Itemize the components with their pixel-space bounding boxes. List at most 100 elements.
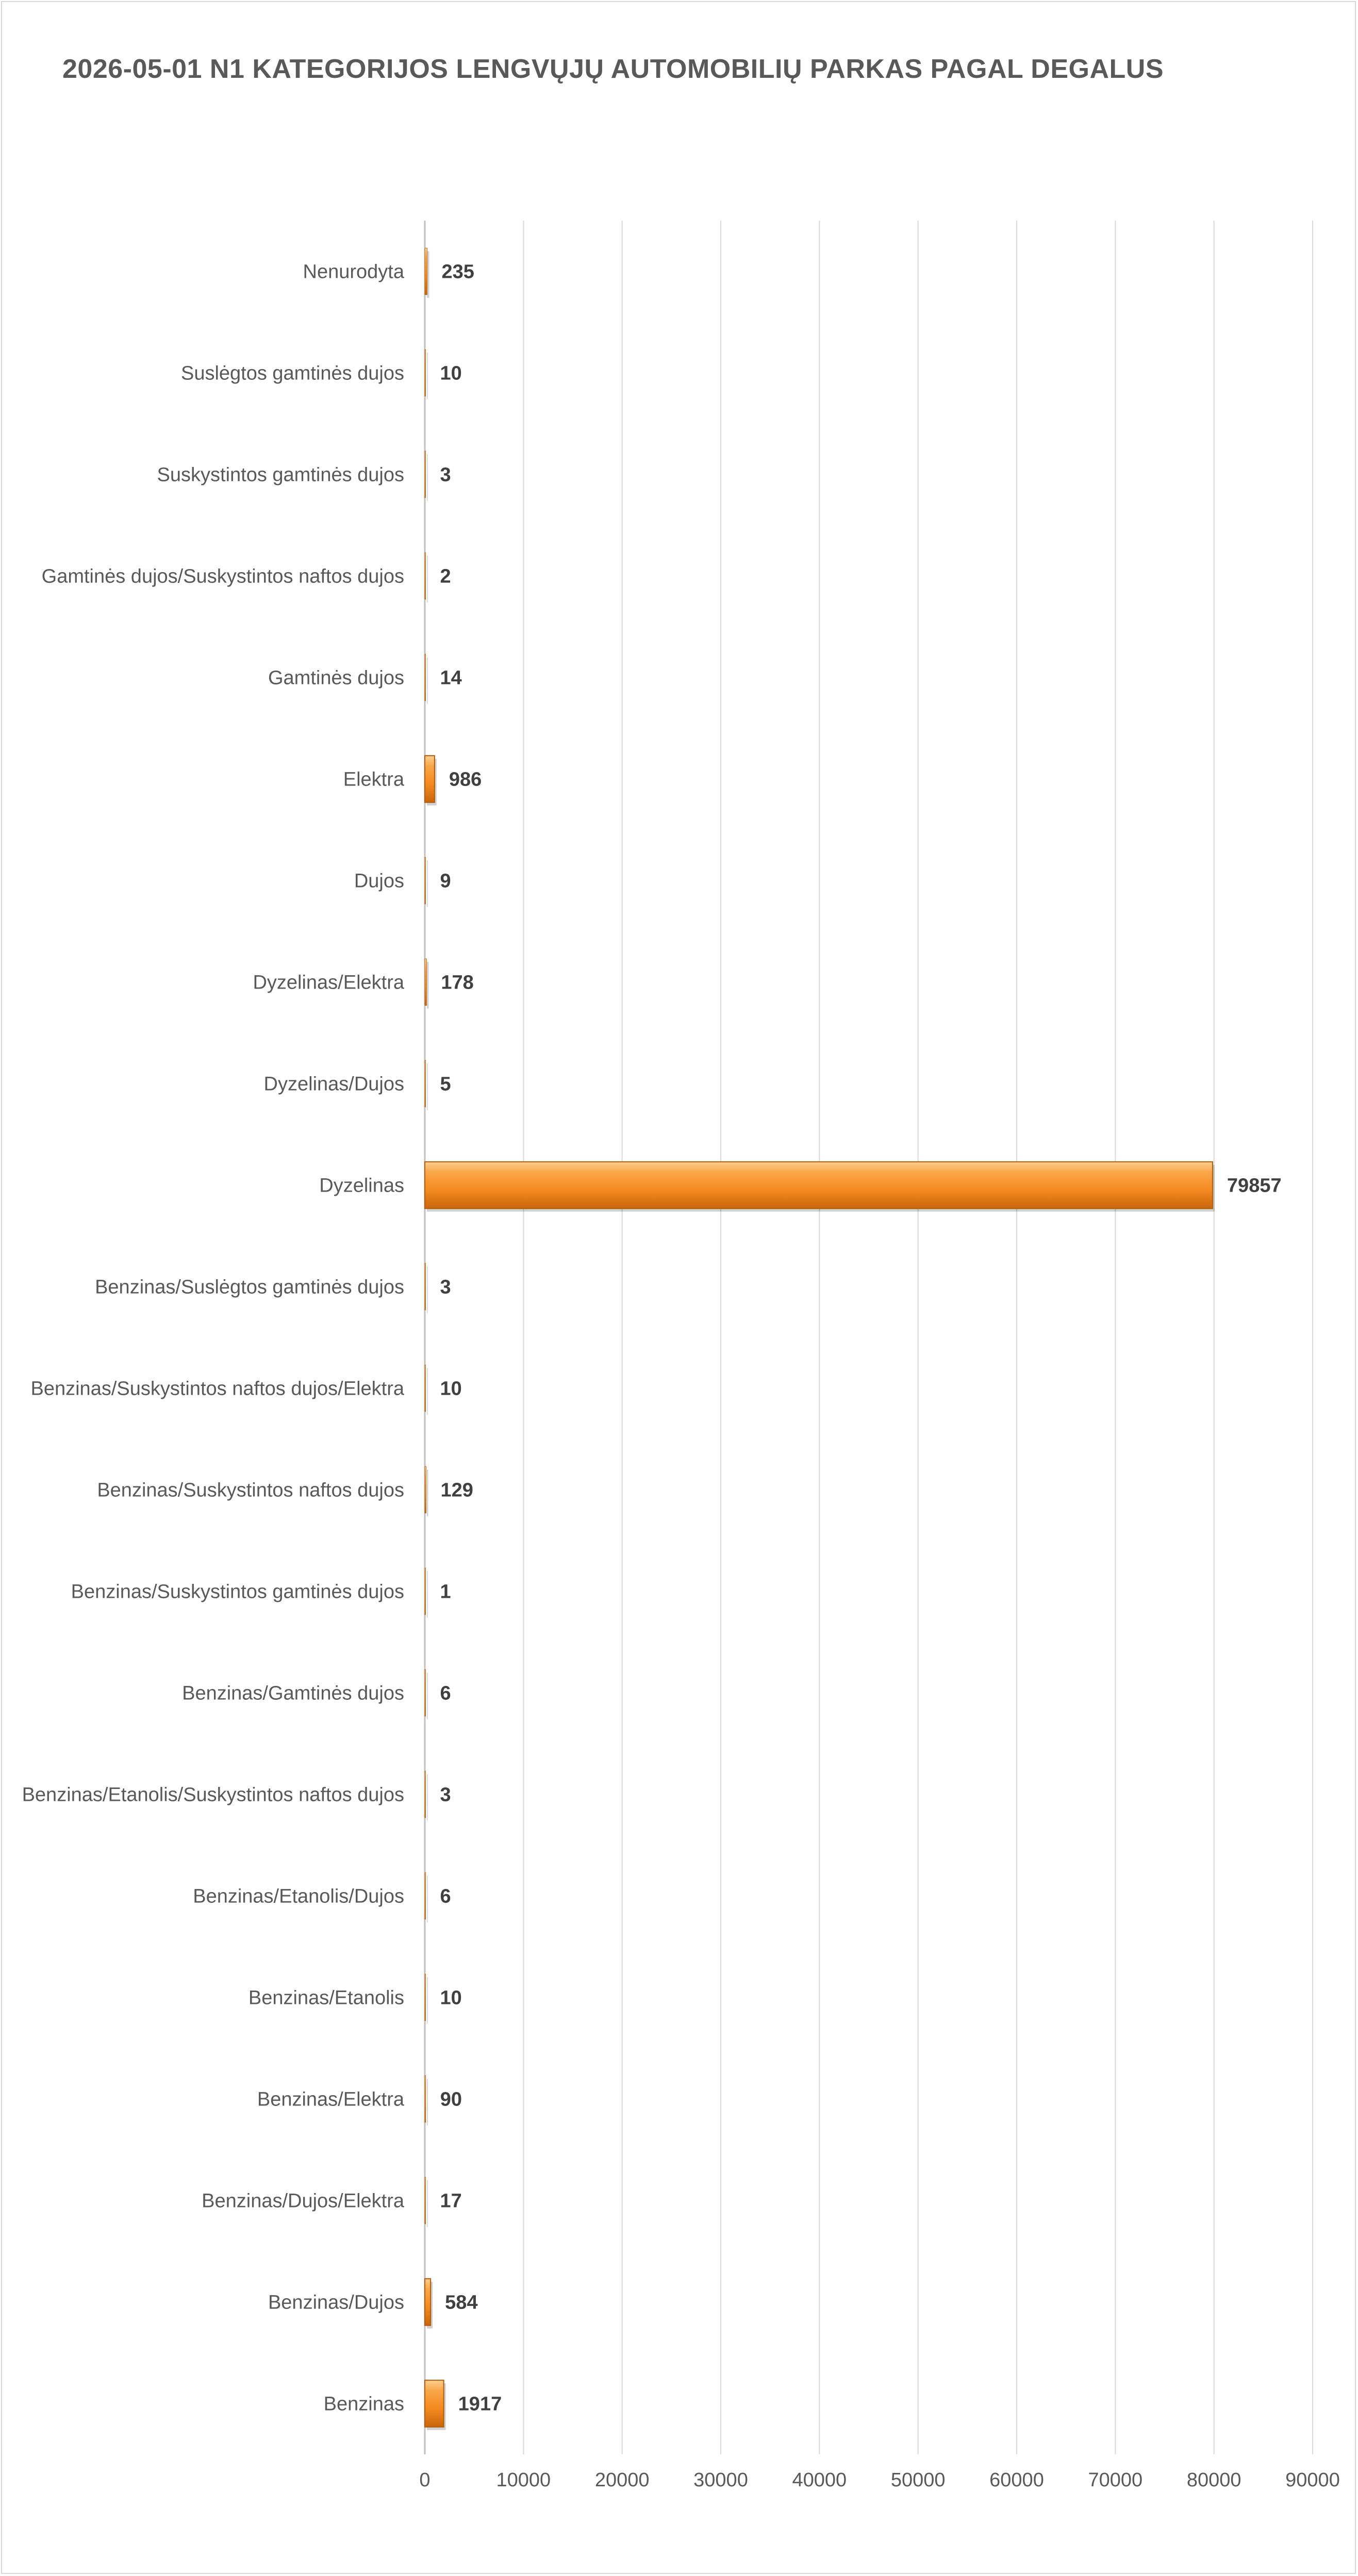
category-label: Benzinas/Suskystintos naftos dujos/Elekt… [31,1378,405,1400]
x-tick-label: 60000 [989,2469,1044,2491]
category-label: Suskystintos gamtinės dujos [157,464,404,486]
bar-shadow [427,1977,428,2024]
data-label: 235 [441,261,474,283]
bar [424,450,428,501]
bar-rect [424,2278,432,2326]
category-label: Benzinas/Gamtinės dujos [182,1683,404,1704]
data-label: 10 [440,1987,462,2009]
data-label: 79857 [1227,1175,1282,1197]
bar-rect [424,755,435,803]
bar [424,247,429,298]
bar-rect [424,958,427,1006]
bar-shadow [427,1266,428,1313]
bar-shadow [427,962,429,1009]
bar-shadow [427,353,428,399]
label-layer: 235 10 3 2 14 986 9 178 5 79857 3 10 129 1 6 3 6 10 90 17 58… [440,261,1282,2415]
bar-rect [424,1466,426,1514]
data-label: 3 [440,1784,451,1806]
bar [424,552,428,603]
x-tick-label: 40000 [792,2469,847,2491]
bar [424,2075,428,2126]
category-label: Nenurodyta [303,261,405,283]
bar-rect [424,1060,426,1108]
category-label: Benzinas [324,2394,404,2415]
data-label: 90 [440,2089,462,2111]
category-label: Benzinas/Suskystintos gamtinės dujos [71,1581,404,1603]
bar [424,1466,428,1516]
bar-rect [424,2177,426,2224]
bar-rect [424,2075,426,2123]
data-label: 5 [440,1074,451,1095]
bar [424,1669,428,1719]
x-tick-label: 80000 [1187,2469,1241,2491]
bar [424,1161,1215,1212]
category-label: Dyzelinas/Dujos [264,1074,404,1095]
bar [424,857,428,907]
category-label: Dyzelinas/Elektra [253,972,404,994]
category-label: Benzinas/Etanolis/Dujos [193,1886,404,1908]
bar-rect [424,1567,426,1615]
bar [424,2380,446,2430]
data-label: 1917 [458,2394,502,2415]
category-label: Dyzelinas [319,1175,404,1197]
grid-layer [424,221,1313,2454]
bar-shadow [427,556,428,603]
bar [424,1567,428,1618]
bar-shadow [427,454,428,501]
bar-rect [424,450,426,498]
category-label: Suslėgtos gamtinės dujos [181,363,404,384]
bar-shadow [427,1774,428,1821]
bar-rect [424,247,427,295]
chart-title: 2026-05-01 N1 KATEGORIJOS LENGVŲJŲ AUTOM… [62,54,1164,84]
bar-shadow [427,1571,428,1618]
bar-shadow [427,1876,428,1922]
bar [424,1973,428,2024]
bar [424,349,428,399]
data-label: 6 [440,1886,451,1908]
category-label: Elektra [343,769,405,791]
category-label: Benzinas/Etanolis [249,1987,404,2009]
bar-shadow [427,860,428,907]
data-label: 6 [440,1683,451,1704]
bar [424,1060,428,1110]
bar-rect [424,1872,426,1920]
category-label: Dujos [354,871,404,892]
bar-shadow [427,657,428,704]
bar-shadow [427,1672,428,1719]
bar [424,1770,428,1821]
data-label: 10 [440,1378,462,1400]
bar-rect [424,1973,426,2021]
bar-shadow [427,1063,428,1110]
bar [424,2177,428,2227]
data-label: 986 [449,769,482,791]
category-label: Benzinas/Dujos/Elektra [202,2190,405,2212]
bar [424,1364,428,1415]
bar-rect [424,349,426,397]
bar-rect [424,1364,426,1412]
bar-shadow [427,1469,428,1516]
category-label: Benzinas/Elektra [257,2089,405,2111]
x-tick-label: 30000 [693,2469,748,2491]
x-tick-label: 0 [419,2469,430,2491]
bar [424,654,428,704]
data-label: 3 [440,1277,451,1298]
bar [424,755,437,806]
category-label: Benzinas/Suskystintos naftos dujos [97,1480,404,1501]
bar-rect [424,857,426,905]
bar-shadow [427,251,429,298]
x-tick-label: 90000 [1285,2469,1340,2491]
bar [424,1872,428,1922]
bar-rect [424,552,426,600]
bar [424,1263,428,1313]
x-tick-label: 20000 [595,2469,650,2491]
data-label: 2 [440,566,451,588]
data-label: 584 [445,2292,477,2314]
bar-rect [424,2380,444,2428]
category-label: Benzinas/Suslėgtos gamtinės dujos [95,1277,404,1298]
category-label: Gamtinės dujos [268,667,404,689]
bar-rect [424,1263,426,1311]
bar [424,2278,433,2329]
category-label: Gamtinės dujos/Suskystintos naftos dujos [42,566,404,588]
